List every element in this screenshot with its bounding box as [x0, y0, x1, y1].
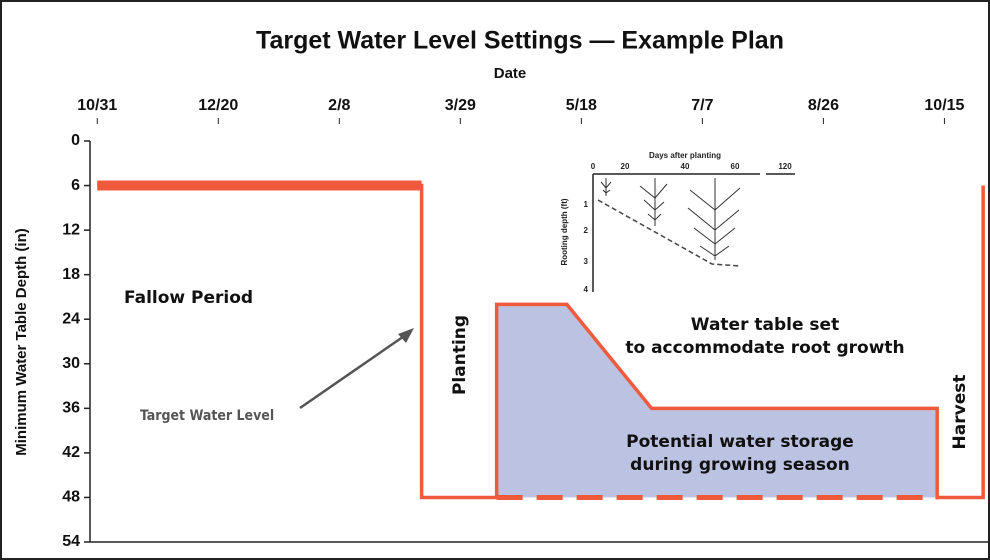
x-tick-label: 5/18 [566, 97, 597, 114]
annotation-line: Water table set [691, 315, 839, 335]
y-axis-label: Minimum Water Table Depth (in) [13, 228, 30, 456]
annotation-line: during growing season [630, 455, 850, 475]
annotation-line: Potential water storage [626, 432, 854, 452]
y-tick-label: 54 [62, 533, 80, 550]
inset-x-label: Days after planting [649, 151, 721, 160]
y-tick-label: 48 [62, 489, 80, 506]
inset-x-tick-label: 40 [681, 162, 690, 171]
inset-y-tick-label: 4 [584, 285, 589, 294]
inset-y-tick-label: 2 [584, 226, 589, 235]
inset-y-tick-label: 1 [584, 200, 589, 209]
series-label: Target Water Level [140, 408, 274, 424]
y-tick-label: 36 [62, 400, 80, 417]
chart-title: Target Water Level Settings — Example Pl… [256, 27, 784, 55]
x-axis-label: Date [494, 65, 527, 82]
annotation-line: to accommodate root growth [625, 338, 904, 358]
x-tick-label: 8/26 [808, 97, 839, 114]
inset-x-tick-label: 120 [778, 162, 792, 171]
inset-x-tick-label: 60 [731, 162, 740, 171]
y-tick-label: 18 [62, 266, 80, 283]
x-tick-label: 12/20 [198, 97, 238, 114]
y-tick-label: 12 [62, 221, 80, 238]
y-tick-label: 6 [71, 177, 80, 194]
inset-x-tick-label: 20 [621, 162, 630, 171]
chart: Target Water Level Settings — Example Pl… [0, 0, 990, 560]
y-tick-label: 0 [71, 132, 80, 149]
y-tick-label: 42 [62, 444, 80, 461]
inset-y-label: Rooting depth (ft) [560, 198, 569, 265]
x-tick-label: 10/31 [77, 97, 117, 114]
x-tick-label: 7/7 [691, 97, 713, 114]
inset-y-tick-label: 3 [584, 257, 589, 266]
y-tick-label: 24 [62, 310, 80, 327]
annotation: Planting [450, 315, 470, 395]
inset-x-tick-label: 0 [591, 162, 596, 171]
y-tick-label: 30 [62, 355, 80, 372]
x-tick-label: 2/8 [328, 97, 350, 114]
annotation: Harvest [950, 375, 970, 450]
annotation: Fallow Period [124, 288, 253, 308]
x-tick-label: 3/29 [445, 97, 476, 114]
x-tick-label: 10/15 [924, 97, 964, 114]
